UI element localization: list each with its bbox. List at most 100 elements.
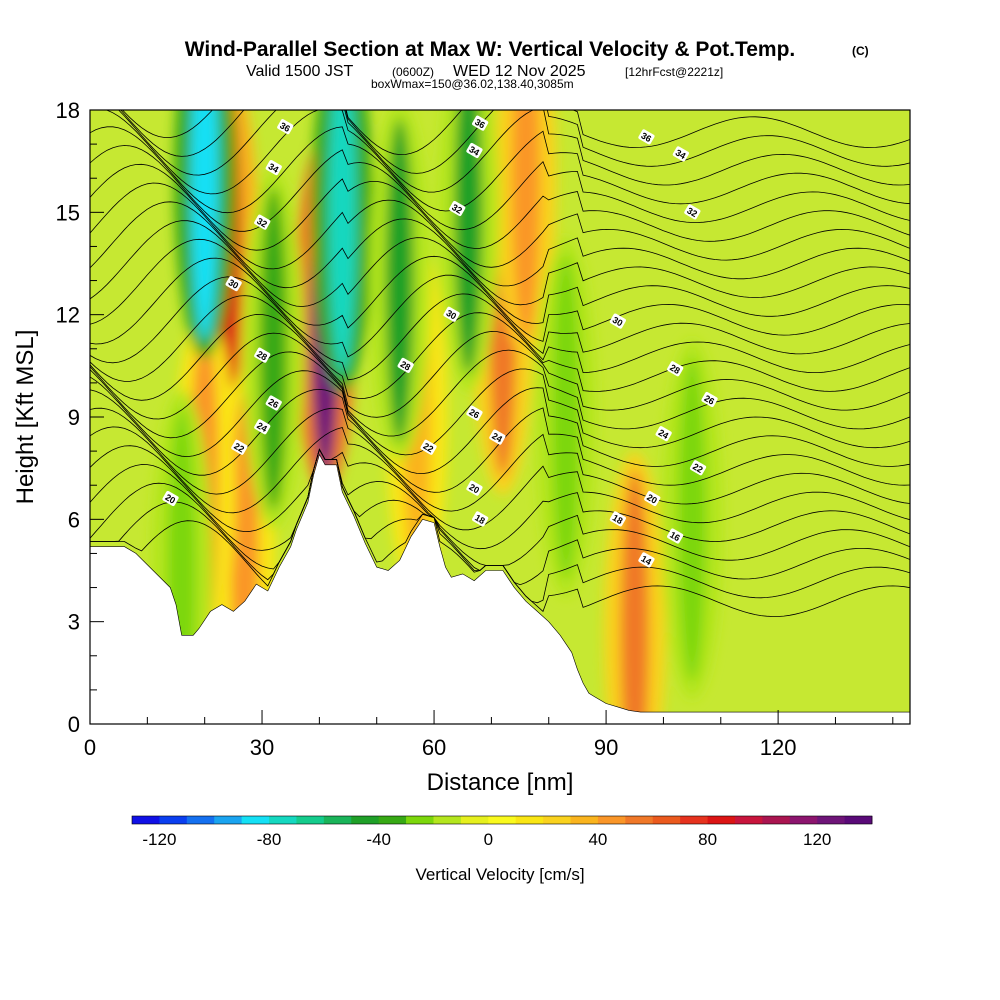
contour-label-bg bbox=[689, 460, 707, 476]
colorbar bbox=[131, 815, 873, 825]
contour-label-14: 26 bbox=[466, 405, 483, 421]
colorbar-swatch-11 bbox=[433, 816, 462, 824]
isentrope-line-33 bbox=[90, 145, 910, 249]
y-tick-label: 9 bbox=[68, 405, 80, 430]
contour-labels: 14 16 18 18 20 20 20 22 22 22 24 24 24 26 26 26 28 28 28 30… bbox=[162, 115, 718, 568]
contour-label-bg bbox=[225, 276, 242, 292]
contour-label-8: 22 bbox=[420, 439, 437, 455]
y-tick-label: 12 bbox=[56, 303, 80, 328]
colorbar-swatch-18 bbox=[625, 816, 654, 824]
contour-label-text: 32 bbox=[450, 202, 464, 216]
isentrope-line-30 bbox=[90, 201, 910, 306]
contour-label-bg bbox=[638, 552, 655, 568]
contour-label-bg bbox=[667, 361, 684, 377]
contour-label-11: 24 bbox=[489, 429, 506, 445]
colorbar-swatch-0 bbox=[132, 816, 160, 824]
isentrope-line-26 bbox=[90, 276, 910, 381]
contour-label-0: 14 bbox=[638, 552, 655, 568]
contour-label-bg bbox=[254, 214, 271, 230]
contour-label-bg bbox=[472, 115, 489, 131]
colorbar-swatch-1 bbox=[159, 816, 188, 824]
colorbar-swatch-12 bbox=[460, 816, 489, 824]
y-tick-label: 6 bbox=[68, 507, 80, 532]
contour-label-bg bbox=[254, 419, 271, 435]
isentrope-line-27 bbox=[90, 257, 910, 358]
contour-label-bg bbox=[231, 439, 248, 455]
isentrope-line-37 bbox=[120, 110, 910, 174]
isentrope-line-38 bbox=[122, 110, 910, 156]
contour-label-25: 34 bbox=[265, 160, 282, 176]
contour-label-text: 20 bbox=[467, 482, 481, 496]
colorbar-swatch-14 bbox=[515, 816, 544, 824]
isentrope-line-17 bbox=[90, 445, 910, 550]
contour-label-text: 28 bbox=[255, 349, 269, 363]
contour-label-18: 28 bbox=[667, 361, 684, 377]
isentrope-line-24 bbox=[90, 313, 910, 418]
isentrope-line-28 bbox=[90, 238, 910, 342]
colorbar-tick-label: 80 bbox=[698, 830, 717, 849]
subtitle-valid: Valid 1500 JST bbox=[246, 63, 354, 80]
colorbar-swatch-15 bbox=[543, 816, 571, 824]
contour-label-bg bbox=[472, 511, 489, 527]
contour-label-13: 26 bbox=[265, 395, 282, 411]
colorbar-swatch-8 bbox=[351, 816, 380, 824]
contour-label-29: 36 bbox=[472, 115, 489, 131]
contour-label-bg bbox=[265, 160, 282, 176]
contour-label-text: 14 bbox=[639, 553, 653, 567]
colorbar-swatch-5 bbox=[269, 816, 297, 824]
x-tick-label: 60 bbox=[422, 735, 446, 760]
contour-label-24: 32 bbox=[684, 204, 701, 220]
downdraft-core-4 bbox=[454, 110, 483, 375]
contour-label-text: 24 bbox=[657, 427, 671, 441]
x-tick-label: 0 bbox=[84, 735, 96, 760]
isentrope-line-22 bbox=[90, 351, 910, 456]
downdraft-core-3 bbox=[385, 118, 414, 443]
contour-label-bg bbox=[449, 200, 466, 216]
x-tick-label: 120 bbox=[760, 735, 797, 760]
contour-label-4: 20 bbox=[162, 490, 179, 506]
isentrope-line-29 bbox=[90, 220, 910, 324]
colorbar-swatch-3 bbox=[214, 816, 243, 824]
x-axis-label: Distance [nm] bbox=[427, 769, 574, 796]
isentrope-line-21 bbox=[90, 370, 910, 475]
contour-label-bg bbox=[420, 439, 437, 455]
contour-label-7: 22 bbox=[231, 439, 248, 455]
colorbar-swatch-24 bbox=[789, 816, 818, 824]
colorbar-swatch-23 bbox=[762, 816, 791, 824]
colorbar-swatch-19 bbox=[652, 816, 681, 824]
x-tick-label: 90 bbox=[594, 735, 618, 760]
contour-label-bg bbox=[466, 480, 483, 496]
contour-label-bg bbox=[638, 129, 655, 145]
contour-label-text: 32 bbox=[685, 205, 699, 219]
downdraft-core-0 bbox=[190, 110, 219, 341]
contour-label-bg bbox=[701, 391, 718, 407]
contour-label-bg bbox=[609, 313, 626, 329]
contour-label-text: 26 bbox=[702, 393, 716, 407]
x-tick-label: 30 bbox=[250, 735, 274, 760]
updraft-core-6 bbox=[620, 469, 649, 724]
isentrope-line-32 bbox=[90, 163, 910, 268]
subtitle-utc: (0600Z) bbox=[392, 65, 434, 79]
colorbar-swatch-9 bbox=[378, 816, 407, 824]
contour-label-text: 28 bbox=[668, 362, 682, 376]
colorbar-tick-label: -80 bbox=[257, 830, 282, 849]
colorbar-swatch-17 bbox=[597, 816, 626, 824]
contour-label-12: 24 bbox=[655, 426, 672, 442]
contour-label-9: 22 bbox=[689, 460, 707, 476]
potential-temperature-contours bbox=[90, 110, 910, 617]
colorbar-swatch-20 bbox=[680, 816, 708, 824]
contour-label-text: 18 bbox=[611, 512, 625, 526]
isentrope-line-31 bbox=[90, 182, 910, 287]
colorbar-tick-label: 120 bbox=[803, 830, 831, 849]
colorbar-swatch-22 bbox=[734, 816, 763, 824]
colorbar-tick-label: 0 bbox=[484, 830, 493, 849]
colorbar-tick-label: 40 bbox=[588, 830, 607, 849]
contour-label-text: 22 bbox=[232, 441, 246, 455]
y-axis: 0 3 6 9 12 15 18 bbox=[56, 98, 104, 737]
subtitle-box-wmax: boxWmax=150@36.02,138.40,3085m bbox=[371, 77, 574, 91]
isentrope-line-36 bbox=[118, 110, 910, 193]
isentrope-line-35 bbox=[105, 110, 910, 212]
plot-area: 14 16 18 18 20 20 20 22 22 22 24 24 24 26 26 26 28 28 28 30… bbox=[90, 110, 910, 724]
copyright-mark: (C) bbox=[852, 44, 869, 58]
